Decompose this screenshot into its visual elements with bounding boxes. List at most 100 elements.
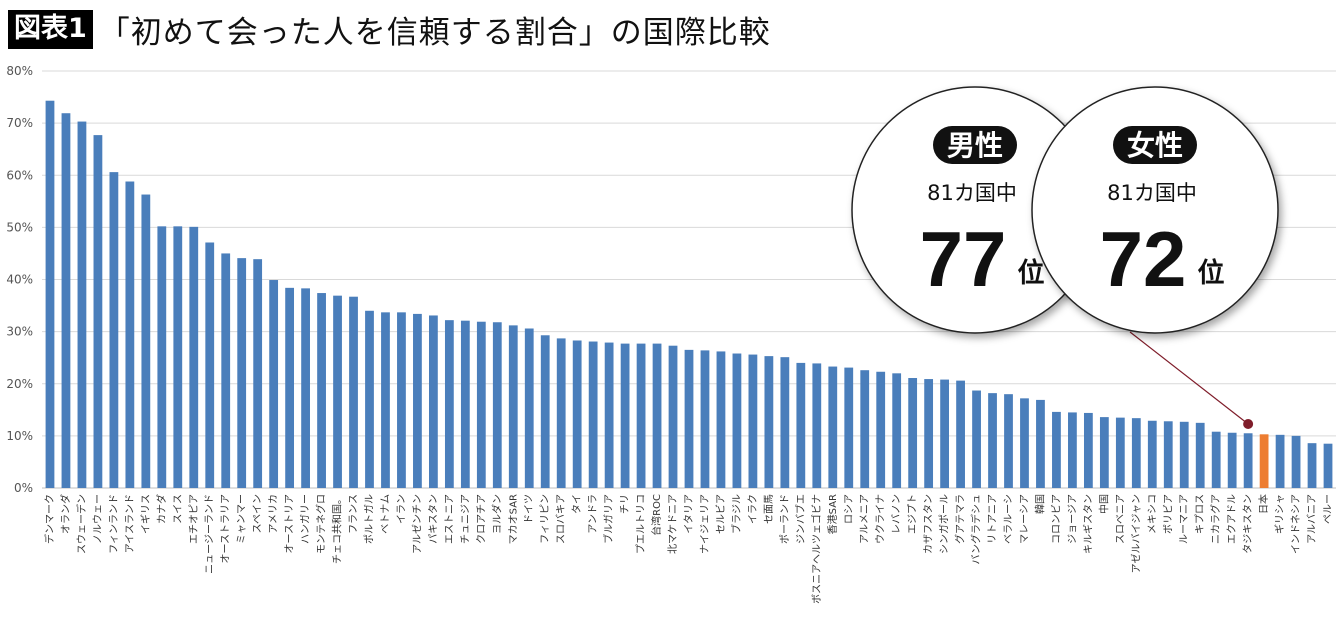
category-label: プエルトリコ — [635, 494, 647, 554]
category-label: カナダ — [155, 494, 168, 524]
bar-highlight — [1259, 434, 1269, 488]
category-label: ニュージーランド — [204, 494, 216, 574]
bar — [221, 253, 231, 488]
category-label: ドイツ — [524, 494, 535, 524]
bar — [189, 226, 199, 488]
bar — [77, 121, 87, 488]
category-label: メキシコ — [1147, 494, 1158, 534]
category-label: アルバニア — [1306, 494, 1318, 544]
bar — [1004, 394, 1013, 488]
category-label: ジンバブエ — [794, 494, 807, 544]
bar — [301, 288, 310, 488]
bar — [652, 343, 662, 488]
bar — [61, 113, 71, 488]
bar — [764, 356, 774, 488]
bar — [205, 242, 215, 488]
bar — [828, 366, 838, 488]
bar — [1323, 443, 1333, 488]
category-label: バングラデシュ — [970, 494, 983, 565]
bar — [684, 349, 694, 488]
bubble-rank-number: 77 — [920, 215, 1007, 303]
category-label: ブルガリア — [602, 494, 615, 544]
bar — [1083, 412, 1093, 488]
category-label: ボスニアヘルツェゴビナ — [810, 494, 823, 604]
bar — [237, 258, 247, 488]
bar — [844, 367, 854, 488]
bar — [93, 135, 103, 488]
bar — [540, 335, 550, 488]
bar — [1195, 422, 1205, 488]
category-label: オーストリア — [284, 494, 296, 554]
bar — [317, 293, 326, 488]
y-tick-label: 70% — [6, 116, 33, 130]
category-label: チリ — [619, 494, 631, 514]
category-label: 中国 — [1097, 494, 1110, 514]
figure-label: 図表1 — [8, 9, 93, 49]
bar — [1243, 433, 1253, 488]
category-label: デンマーク — [43, 494, 56, 544]
category-label: タジキスタン — [1242, 494, 1254, 554]
category-label: タイ — [571, 494, 583, 514]
bar — [1291, 435, 1301, 488]
bar — [1115, 417, 1125, 488]
bubble-circle — [1031, 86, 1279, 334]
category-label: ギリシャ — [1274, 494, 1286, 534]
category-label: キプロス — [1194, 494, 1206, 534]
category-label: ロシア — [844, 494, 855, 524]
bar — [269, 280, 279, 488]
bar — [1068, 412, 1077, 488]
bar — [253, 259, 263, 488]
bar — [668, 345, 678, 488]
category-label: セ面馬 — [763, 494, 775, 524]
category-label: フィンランド — [108, 494, 120, 554]
category-label: アイスランド — [124, 494, 136, 553]
bar — [1131, 418, 1141, 488]
y-tick-label: 0% — [14, 481, 33, 495]
bar — [429, 315, 438, 488]
category-label: スペイン — [253, 494, 264, 533]
category-label: マカオSAR — [507, 494, 519, 544]
category-label: 韓国 — [1034, 494, 1046, 514]
bubble-badge-text: 男性 — [947, 129, 1003, 162]
bar — [476, 321, 486, 488]
category-label: オーストラリア — [220, 494, 232, 564]
bar — [956, 380, 965, 488]
category-label: ポーランド — [779, 494, 791, 544]
bar — [780, 357, 790, 488]
bar — [924, 379, 934, 488]
bar — [524, 328, 534, 488]
category-label: 台湾ROC — [650, 494, 663, 536]
y-tick-label: 10% — [6, 429, 33, 443]
category-label: スウェーデン — [75, 494, 88, 554]
bar — [716, 351, 726, 488]
bar — [460, 320, 470, 488]
category-label: チュニジア — [459, 494, 471, 544]
bar — [141, 194, 151, 488]
category-label: ボリビア — [1162, 494, 1174, 534]
category-label: マレーシア — [1019, 494, 1030, 544]
category-label: ヨルダン — [490, 494, 503, 534]
category-label: モンテネグロ — [315, 494, 328, 554]
chart-title-row: 図表1 「初めて会った人を信頼する割合」の国際比較 — [8, 8, 771, 51]
bar — [1052, 411, 1061, 488]
category-label: ベラルーシ — [1003, 494, 1015, 544]
category-label: エクアドル — [1226, 494, 1238, 544]
bar — [588, 341, 598, 488]
bar — [397, 312, 406, 488]
category-label: セルビア — [715, 494, 727, 534]
category-label: フランス — [348, 494, 360, 534]
bar — [572, 340, 582, 488]
bar — [444, 320, 454, 488]
female-rank-bubble: 女性 81カ国中 72 位 — [1031, 86, 1279, 334]
category-label: アゼルバイジャン — [1130, 494, 1142, 573]
category-label: 日本 — [1257, 494, 1270, 514]
y-tick-label: 20% — [6, 377, 33, 391]
category-label: オランダ — [59, 494, 72, 534]
category-label: フィリピン — [539, 494, 551, 544]
bar — [109, 172, 119, 488]
bar — [860, 370, 870, 488]
bar — [1275, 434, 1285, 488]
category-label: スイス — [173, 494, 184, 524]
bubble-badge-bg — [933, 126, 1017, 164]
